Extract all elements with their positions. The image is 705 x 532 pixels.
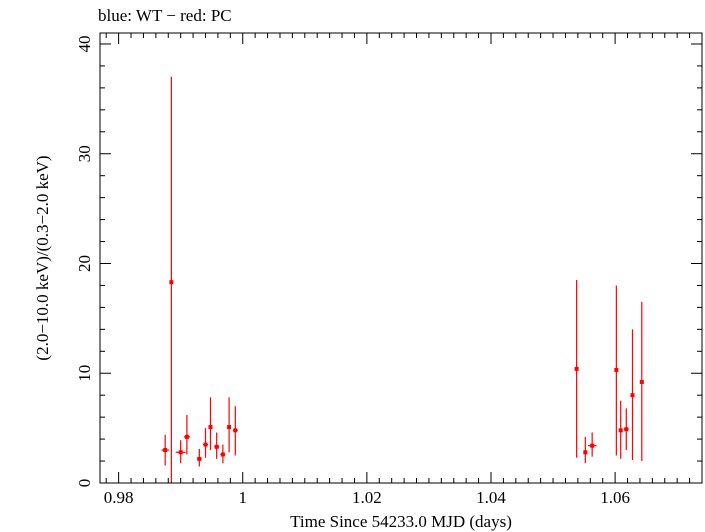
data-marker [630,393,635,398]
data-marker [214,444,219,449]
data-point [583,436,588,464]
y-tick-label: 10 [75,365,94,382]
data-point [574,279,579,458]
data-marker [178,450,183,455]
data-point [203,428,208,458]
x-tick-label: 1.04 [476,488,506,507]
data-point [169,76,174,483]
y-tick-label: 0 [75,479,94,488]
x-tick-label: 0.98 [104,488,134,507]
data-point [623,408,629,451]
x-tick-label: 1 [238,488,247,507]
plot-frame [99,32,703,484]
data-marker [208,425,213,430]
y-tick-label: 30 [75,145,94,162]
x-tick-label: 1.02 [352,488,382,507]
x-axis-label: Time Since 54233.0 MJD (days) [290,512,512,531]
data-point [214,432,220,459]
data-marker [614,367,619,372]
data-marker [639,380,644,385]
data-point [630,329,635,460]
data-point [220,444,226,464]
data-point [175,440,186,464]
data-marker [233,428,238,433]
y-tick-label: 40 [75,35,94,52]
data-point [587,432,597,457]
data-marker [618,428,623,433]
data-marker [590,443,595,448]
x-tick-label: 1.06 [600,488,630,507]
data-marker [583,450,588,455]
axes-layer: 0.98 1 1.02 1.04 1.06 0 10 20 30 40 [75,33,703,507]
chart-title: blue: WT − red: PC [98,6,232,25]
data-marker [624,427,629,432]
data-point [227,397,232,453]
y-tick-label: 20 [75,255,94,272]
data-marker [227,425,232,430]
y-axis-label: (2.0−10.0 keV)/(0.3−2.0 keV) [33,155,52,360]
data-marker [203,442,208,447]
data-point [232,406,238,456]
error-bar-layer [161,76,644,483]
data-marker [169,280,174,285]
data-point [614,285,619,456]
data-marker [184,434,189,439]
data-point [208,397,213,451]
data-marker [163,448,168,453]
data-marker [197,456,202,461]
data-point [183,414,190,455]
data-point [196,448,202,467]
data-point [618,400,623,459]
data-marker [220,452,225,457]
data-point [639,301,644,462]
data-marker [574,366,579,371]
data-point [161,434,169,466]
